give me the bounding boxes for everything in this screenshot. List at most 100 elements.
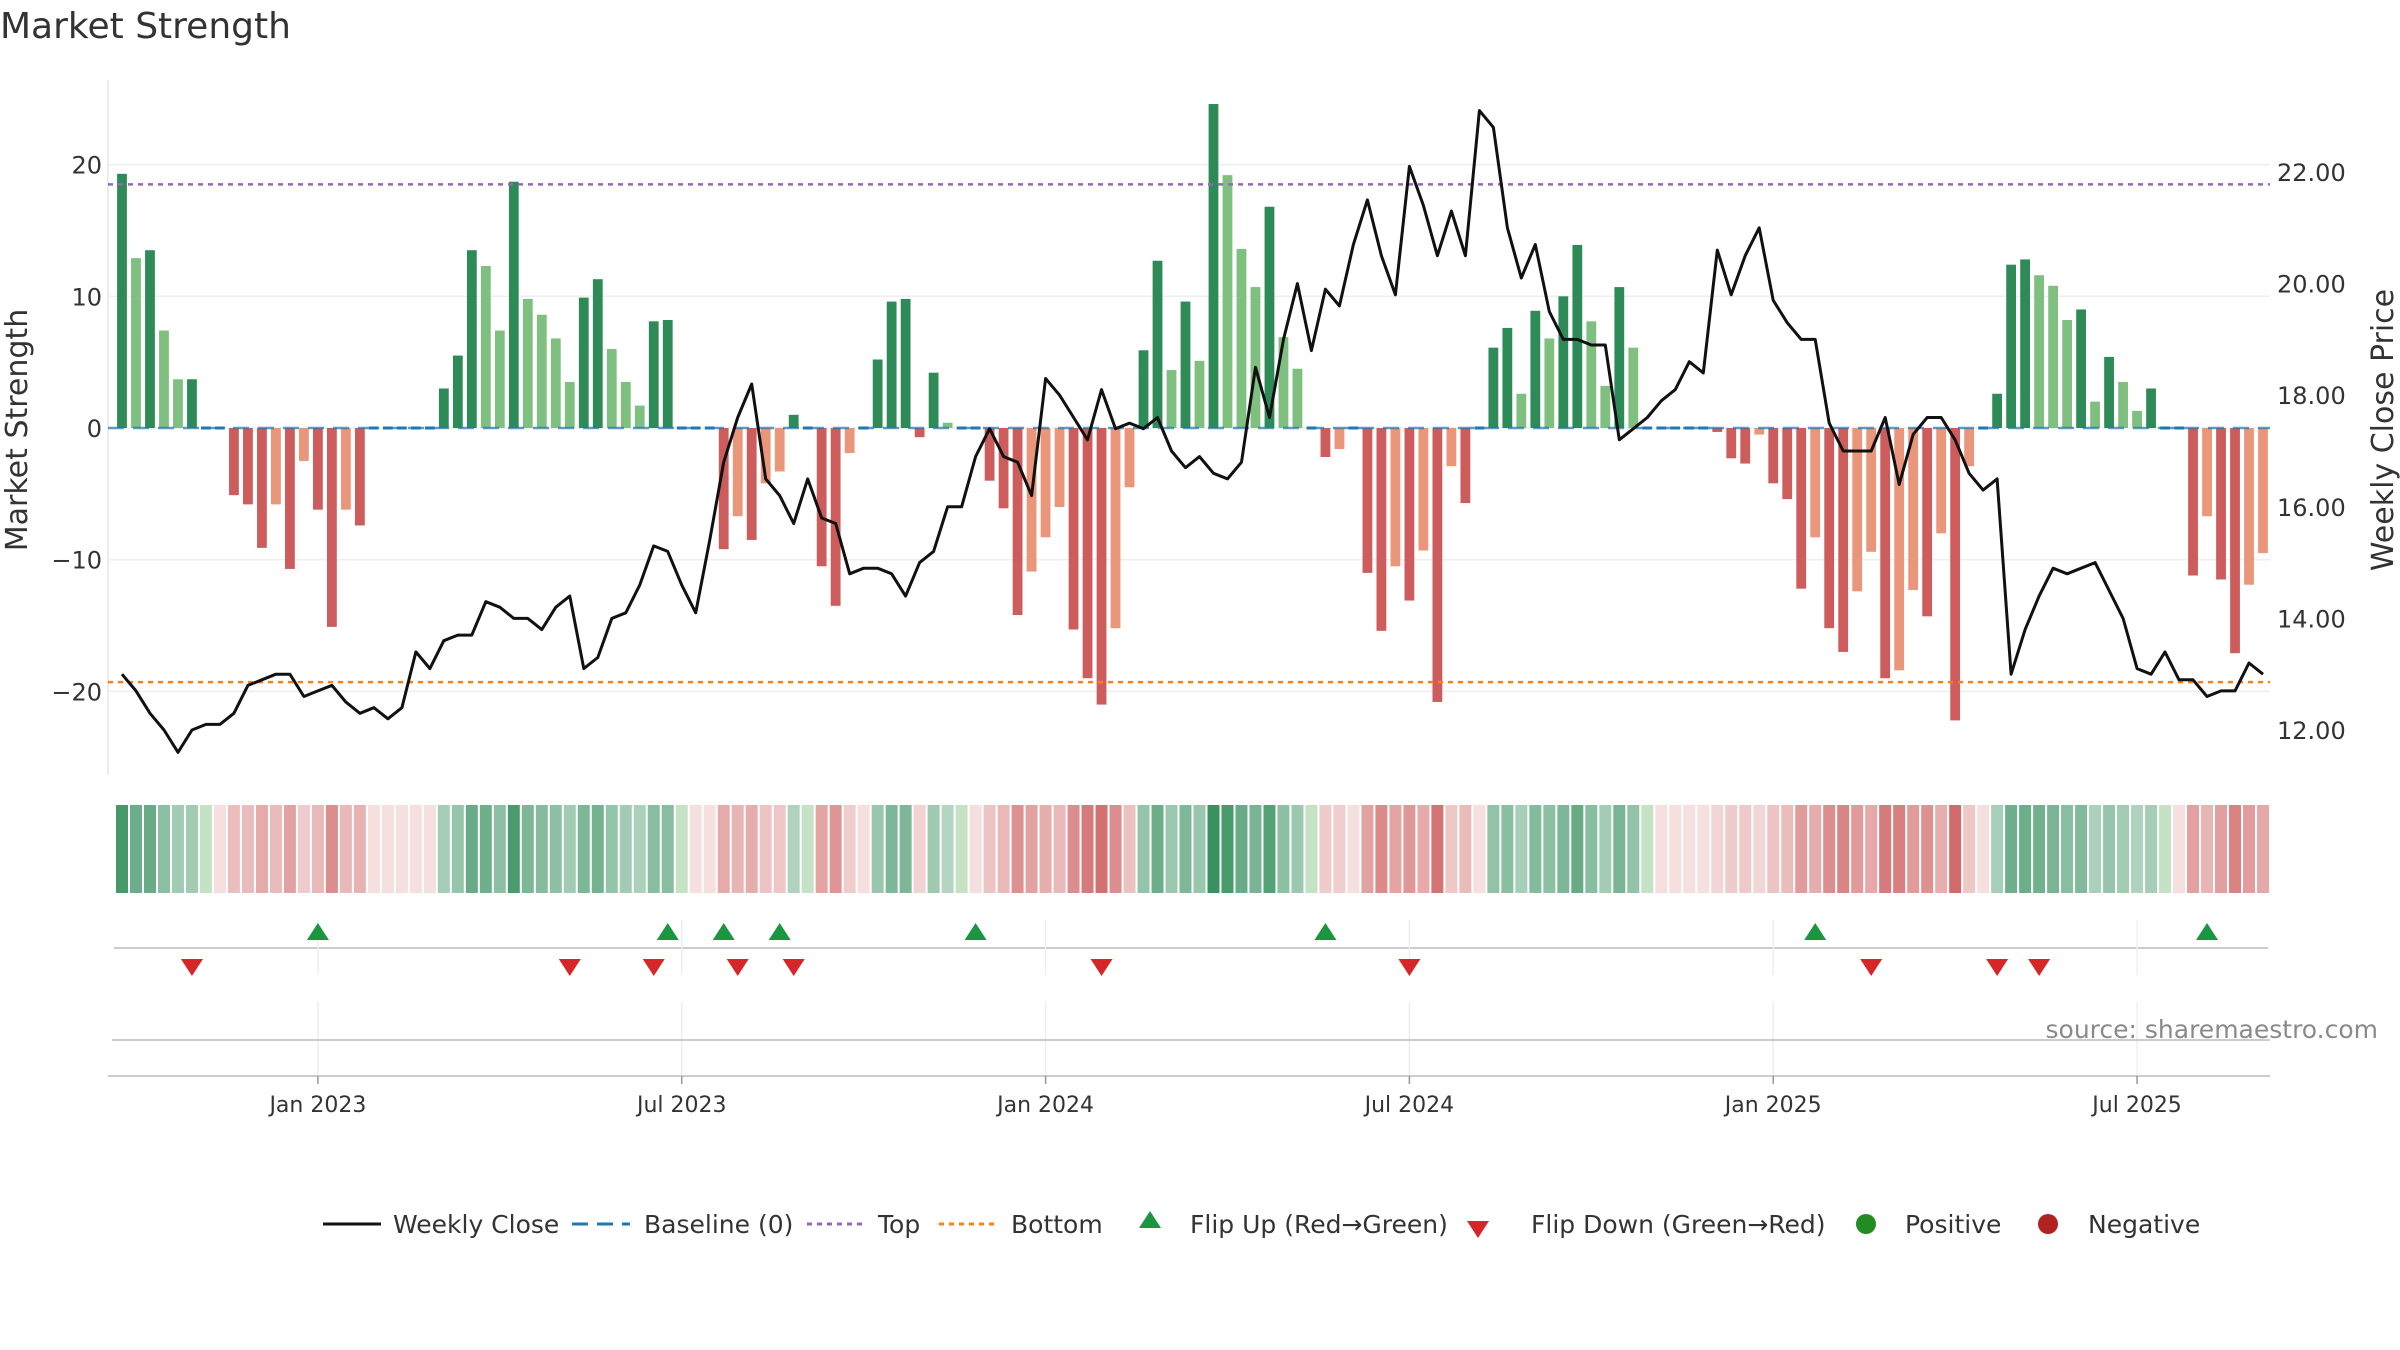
strength-bar xyxy=(438,388,449,428)
strip-cell xyxy=(1305,805,1318,893)
strength-bar xyxy=(662,320,673,428)
flip-up-marker xyxy=(1314,923,1337,940)
strength-bar xyxy=(1628,347,1639,428)
strip-cell xyxy=(255,805,268,893)
strip-cell xyxy=(2019,805,2032,893)
strip-cell xyxy=(227,805,240,893)
strength-bar xyxy=(830,428,841,606)
strip-cell xyxy=(1389,805,1402,893)
strength-bar xyxy=(1236,248,1247,428)
strength-bars xyxy=(117,104,2268,721)
strip-cell xyxy=(2061,805,2074,893)
strength-bar xyxy=(117,173,127,428)
strength-bar xyxy=(914,428,925,438)
strip-cell xyxy=(815,805,828,893)
right-axis-ticks: 22.00 20.00 18.00 16.00 14.00 12.00 xyxy=(2277,159,2346,745)
strip-cell xyxy=(2117,805,2130,893)
strip-cell xyxy=(731,805,744,893)
strip-cell xyxy=(1739,805,1752,893)
strength-bar xyxy=(550,338,561,428)
strength-bar xyxy=(2062,320,2072,428)
strength-bar xyxy=(536,314,547,428)
strip-cell xyxy=(549,805,562,893)
strength-bar xyxy=(1222,175,1233,428)
strip-cell xyxy=(1613,805,1626,893)
strip-cell xyxy=(591,805,604,893)
x-tick-label: Jul 2023 xyxy=(635,1093,727,1118)
strength-bar xyxy=(1726,428,1737,459)
x-tick-label: Jan 2023 xyxy=(267,1093,366,1118)
strength-bar xyxy=(1810,428,1821,538)
strength-bar xyxy=(131,258,141,428)
strip-cell xyxy=(1865,805,1878,893)
strip-cell xyxy=(1431,805,1444,893)
strip-cell xyxy=(213,805,226,893)
strip-cell xyxy=(535,805,548,893)
reference-lines xyxy=(108,183,2270,684)
strip-cell xyxy=(773,805,786,893)
strength-bar xyxy=(2244,428,2254,585)
strip-cell xyxy=(2187,805,2200,893)
strip-cell xyxy=(1053,805,1066,893)
flip-down-marker xyxy=(1090,959,1113,976)
strip-cell xyxy=(899,805,912,893)
strength-bar xyxy=(1754,428,1765,435)
strip-cell xyxy=(1487,805,1500,893)
strip-cell xyxy=(2243,805,2256,893)
strip-cell xyxy=(1501,805,1514,893)
right-tick-label: 14.00 xyxy=(2277,605,2346,633)
strip-cell xyxy=(199,805,212,893)
strength-bar xyxy=(2090,401,2100,428)
flip-down-marker xyxy=(782,959,805,976)
strength-bar xyxy=(522,298,533,428)
strength-bar xyxy=(466,250,477,428)
right-tick-label: 18.00 xyxy=(2277,382,2346,410)
strip-cell xyxy=(983,805,996,893)
strength-bar xyxy=(1866,428,1877,552)
strip-cell xyxy=(451,805,464,893)
strength-bar xyxy=(2132,410,2142,428)
strip-cell xyxy=(1599,805,1612,893)
strip-cell xyxy=(1123,805,1136,893)
strip-cell xyxy=(1333,805,1346,893)
strip-cell xyxy=(129,805,142,893)
strip-cell xyxy=(1221,805,1234,893)
flip-up-marker xyxy=(306,923,329,940)
strength-bar xyxy=(508,181,519,428)
strength-bar xyxy=(2146,388,2156,428)
legend-bottom-label: Bottom xyxy=(1011,1210,1103,1239)
strength-bar xyxy=(1530,310,1541,428)
strip-cell xyxy=(1249,805,1262,893)
strength-bar xyxy=(1418,428,1429,551)
strength-bar xyxy=(1362,428,1373,573)
flip-down-marker xyxy=(1986,959,2009,976)
strip-cell xyxy=(871,805,884,893)
strength-bar xyxy=(1096,428,1107,705)
strip-cell xyxy=(885,805,898,893)
strip-cell xyxy=(1445,805,1458,893)
strip-cell xyxy=(1207,805,1220,893)
strip-cell xyxy=(1879,805,1892,893)
strength-bar xyxy=(1040,428,1051,538)
strip-cell xyxy=(857,805,870,893)
strip-cell xyxy=(339,805,352,893)
strip-cell xyxy=(1543,805,1556,893)
strip-cell xyxy=(1179,805,1192,893)
strip-cell xyxy=(843,805,856,893)
strip-cell xyxy=(2103,805,2116,893)
strip-cell xyxy=(353,805,366,893)
strip-cell xyxy=(1893,805,1906,893)
strip-cell xyxy=(1375,805,1388,893)
strip-cell xyxy=(1081,805,1094,893)
strip-cell xyxy=(913,805,926,893)
strip-cell xyxy=(1627,805,1640,893)
legend-baseline-label: Baseline (0) xyxy=(644,1210,793,1239)
x-tick-label: Jul 2024 xyxy=(1363,1093,1455,1118)
flip-down-marker xyxy=(642,959,665,976)
strength-bar xyxy=(1110,428,1121,629)
strip-cell xyxy=(1515,805,1528,893)
strength-bar xyxy=(1936,428,1947,534)
strip-cell xyxy=(1585,805,1598,893)
lower-panel xyxy=(108,1002,2270,1077)
strength-bar xyxy=(606,348,617,428)
